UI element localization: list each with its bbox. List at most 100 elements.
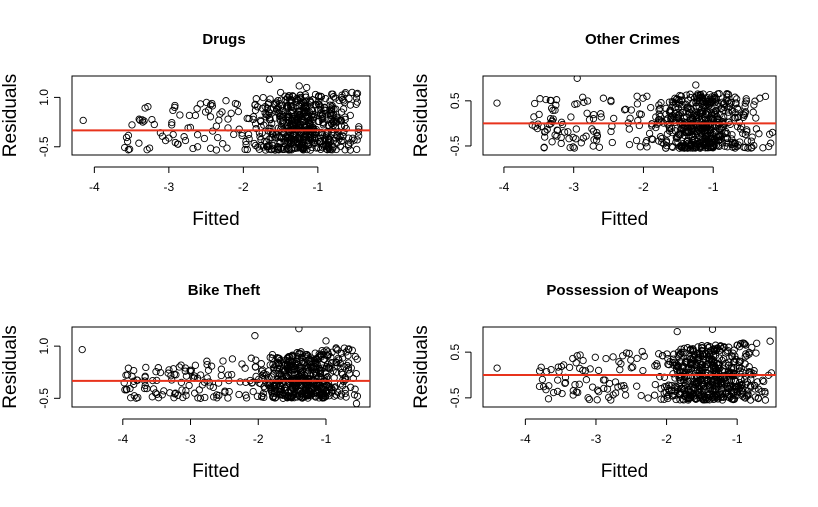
data-point — [170, 394, 178, 402]
data-point — [567, 113, 575, 121]
data-point — [200, 134, 209, 143]
data-point — [680, 344, 688, 353]
y-tick-label: 1.0 — [37, 89, 51, 106]
data-point — [177, 378, 186, 387]
data-point — [210, 393, 218, 401]
data-point — [679, 120, 687, 129]
data-point — [349, 134, 357, 142]
data-point — [678, 348, 686, 356]
data-point — [674, 133, 682, 141]
data-point — [303, 83, 311, 92]
data-point — [241, 364, 249, 372]
data-point — [215, 391, 223, 400]
data-point — [134, 393, 142, 402]
data-point — [353, 392, 362, 400]
data-point — [295, 124, 303, 132]
data-point — [590, 110, 598, 119]
data-point — [723, 129, 731, 138]
data-point — [321, 94, 330, 103]
data-point — [662, 137, 671, 145]
data-point — [79, 116, 87, 125]
data-point — [642, 139, 650, 147]
data-point — [181, 367, 189, 375]
data-point — [719, 355, 728, 363]
data-point — [760, 377, 768, 386]
data-point — [217, 365, 226, 373]
data-point — [212, 122, 221, 130]
data-point — [314, 105, 322, 114]
data-point — [182, 387, 190, 395]
data-point — [719, 389, 727, 397]
data-point — [557, 133, 565, 142]
data-point — [544, 395, 553, 403]
data-point — [341, 389, 349, 398]
data-point — [673, 327, 681, 336]
data-point — [715, 90, 723, 98]
data-point — [687, 106, 695, 114]
data-point — [233, 100, 241, 108]
data-point — [535, 110, 543, 119]
data-point — [677, 102, 686, 111]
data-point — [584, 394, 592, 402]
data-point — [190, 372, 199, 380]
data-point — [260, 369, 268, 378]
panel-4: Possession of Weapons -4 -3 -2 -1 Fitted -0.5 0… — [411, 282, 777, 482]
data-point — [323, 146, 331, 154]
data-point — [683, 137, 691, 146]
data-point — [669, 101, 677, 109]
data-point — [150, 120, 158, 129]
data-point — [251, 106, 260, 114]
data-point — [347, 364, 355, 372]
data-point — [191, 389, 199, 397]
data-point — [573, 352, 581, 360]
data-point — [725, 361, 733, 369]
data-point — [627, 356, 635, 364]
data-point — [741, 102, 749, 111]
data-point — [655, 101, 663, 109]
data-point — [339, 132, 347, 141]
data-point — [328, 101, 336, 110]
data-point — [354, 128, 363, 136]
data-point — [154, 364, 162, 372]
data-point — [743, 137, 752, 145]
data-point — [536, 95, 544, 103]
data-point — [765, 142, 773, 151]
data-point — [719, 117, 727, 126]
data-point — [629, 363, 637, 371]
data-point — [592, 136, 601, 144]
data-point — [747, 144, 755, 152]
data-point — [352, 369, 360, 378]
panel-title: Possession of Weapons — [546, 282, 718, 299]
data-point — [637, 391, 645, 400]
data-point — [662, 144, 670, 152]
points-group — [493, 327, 776, 404]
data-point — [169, 106, 177, 115]
data-point — [734, 113, 743, 121]
data-point — [171, 101, 179, 110]
data-point — [609, 353, 617, 361]
data-point — [304, 356, 312, 364]
data-point — [569, 387, 577, 395]
data-point — [699, 395, 707, 404]
panel-1: Drugs -4 -3 -2 -1 Fitted -0.5 1.0 Residuals — [0, 31, 371, 230]
data-point — [733, 104, 741, 112]
data-point — [338, 370, 347, 379]
data-point — [665, 127, 674, 135]
data-point — [589, 127, 598, 135]
x-tick-label: -1 — [732, 432, 743, 446]
y-tick-label: 0.5 — [448, 92, 462, 109]
data-point — [257, 367, 266, 375]
data-point — [352, 399, 361, 407]
data-point — [731, 382, 739, 391]
data-point — [299, 143, 307, 151]
data-point — [589, 142, 597, 150]
data-point — [128, 121, 136, 129]
data-point — [289, 112, 297, 121]
data-point — [352, 90, 361, 98]
data-point — [251, 141, 260, 150]
data-point — [328, 359, 336, 367]
data-point — [577, 139, 585, 147]
data-point — [262, 111, 270, 119]
data-point — [282, 124, 290, 132]
data-point — [305, 120, 313, 128]
